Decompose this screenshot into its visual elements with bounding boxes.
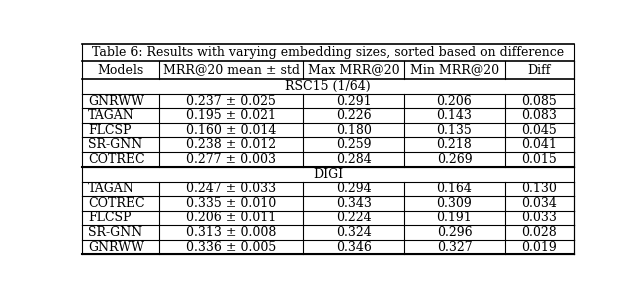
Text: SR-GNN: SR-GNN: [88, 138, 143, 151]
Text: 0.294: 0.294: [336, 182, 372, 195]
Text: 0.041: 0.041: [521, 138, 557, 151]
Text: 0.296: 0.296: [436, 226, 472, 239]
Text: 0.313 ± 0.008: 0.313 ± 0.008: [186, 226, 276, 239]
Text: 0.130: 0.130: [521, 182, 557, 195]
Text: Min MRR@20: Min MRR@20: [410, 64, 499, 76]
Text: 0.195 ± 0.021: 0.195 ± 0.021: [186, 109, 276, 122]
Text: 0.191: 0.191: [436, 212, 472, 224]
Text: 0.277 ± 0.003: 0.277 ± 0.003: [186, 153, 276, 166]
Text: 0.218: 0.218: [436, 138, 472, 151]
Text: 0.346: 0.346: [336, 241, 372, 254]
Text: GNRWW: GNRWW: [88, 241, 145, 254]
Text: 0.033: 0.033: [521, 212, 557, 224]
Text: 0.226: 0.226: [336, 109, 372, 122]
Text: GNRWW: GNRWW: [88, 94, 145, 107]
Text: 0.336 ± 0.005: 0.336 ± 0.005: [186, 241, 276, 254]
Text: 0.034: 0.034: [521, 197, 557, 210]
Text: Models: Models: [97, 64, 143, 76]
Text: 0.015: 0.015: [521, 153, 557, 166]
Text: 0.206 ± 0.011: 0.206 ± 0.011: [186, 212, 276, 224]
Text: RSC15 (1/64): RSC15 (1/64): [285, 80, 371, 93]
Text: 0.309: 0.309: [436, 197, 472, 210]
Text: 0.164: 0.164: [436, 182, 472, 195]
Text: 0.083: 0.083: [521, 109, 557, 122]
Text: 0.343: 0.343: [336, 197, 372, 210]
Text: 0.180: 0.180: [336, 124, 372, 136]
Text: 0.224: 0.224: [336, 212, 372, 224]
Text: 0.019: 0.019: [521, 241, 557, 254]
Text: COTREC: COTREC: [88, 153, 145, 166]
Text: 0.291: 0.291: [336, 94, 372, 107]
Text: FLCSP: FLCSP: [88, 212, 132, 224]
Text: 0.324: 0.324: [336, 226, 372, 239]
Text: FLCSP: FLCSP: [88, 124, 132, 136]
Text: TAGAN: TAGAN: [88, 109, 135, 122]
Text: 0.327: 0.327: [436, 241, 472, 254]
Text: 0.237 ± 0.025: 0.237 ± 0.025: [186, 94, 276, 107]
Text: Table 6: Results with varying embedding sizes, sorted based on difference: Table 6: Results with varying embedding …: [92, 46, 564, 59]
Text: 0.284: 0.284: [336, 153, 372, 166]
Text: Diff: Diff: [527, 64, 551, 76]
Text: 0.238 ± 0.012: 0.238 ± 0.012: [186, 138, 276, 151]
Text: TAGAN: TAGAN: [88, 182, 135, 195]
Text: 0.269: 0.269: [436, 153, 472, 166]
Text: SR-GNN: SR-GNN: [88, 226, 143, 239]
Text: DIGI: DIGI: [313, 167, 343, 181]
Text: 0.259: 0.259: [336, 138, 372, 151]
Text: 0.143: 0.143: [436, 109, 472, 122]
Text: 0.160 ± 0.014: 0.160 ± 0.014: [186, 124, 276, 136]
Text: 0.028: 0.028: [521, 226, 557, 239]
Text: Max MRR@20: Max MRR@20: [308, 64, 399, 76]
Text: 0.085: 0.085: [521, 94, 557, 107]
Text: 0.045: 0.045: [521, 124, 557, 136]
Text: 0.135: 0.135: [436, 124, 472, 136]
Text: 0.247 ± 0.033: 0.247 ± 0.033: [186, 182, 276, 195]
Text: COTREC: COTREC: [88, 197, 145, 210]
Text: 0.335 ± 0.010: 0.335 ± 0.010: [186, 197, 276, 210]
Text: 0.206: 0.206: [436, 94, 472, 107]
Text: MRR@20 mean ± std: MRR@20 mean ± std: [163, 64, 300, 76]
